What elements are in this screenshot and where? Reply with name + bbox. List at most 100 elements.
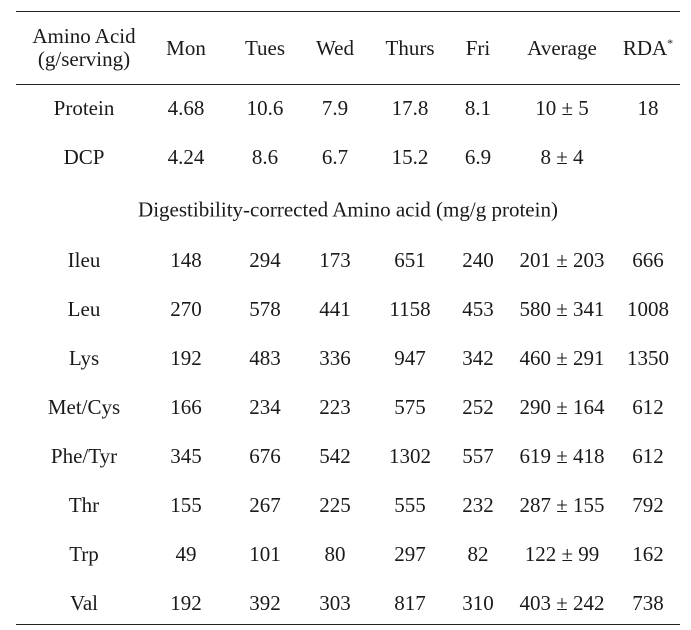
row-label: Leu [67,297,101,321]
cell-mon: 345 [170,444,202,468]
row-label: Thr [68,493,100,517]
cell-tues: 234 [249,395,281,419]
amino-acid-table: Amino Acid (g/serving) Digestibility-cor… [16,0,680,630]
header-wed: Wed [316,36,354,60]
cell-rda: 162 [632,542,664,566]
cell-tues: 483 [249,346,281,370]
cell-wed: 223 [319,395,351,419]
cell-fri: 342 [462,346,494,370]
cell-tues: 267 [249,493,281,517]
cell-rda: 18 [637,96,659,120]
cell-average: 403 ± 242 [519,591,605,615]
cell-fri: 8.1 [464,96,492,120]
cell-thurs: 651 [394,248,426,272]
cell-wed: 6.7 [321,145,349,169]
header-mon: Mon [166,36,206,60]
cell-wed: 303 [319,591,351,615]
header-bottom-rule [16,84,680,85]
cell-mon: 270 [170,297,202,321]
cell-tues: 578 [249,297,281,321]
section-subheading: Digestibility-corrected Amino acid (mg/g… [138,197,558,222]
cell-average: 290 ± 164 [519,395,605,419]
cell-average: 8 ± 4 [540,145,584,169]
cell-wed: 80 [324,542,346,566]
header-tues: Tues [245,36,285,60]
cell-tues: 392 [249,591,281,615]
header-amino-acid: Amino Acid (g/serving) [32,25,135,71]
header-rda: RDA* [623,36,673,60]
header-fri-label: Fri [465,36,491,60]
header-thurs: Thurs [386,36,435,60]
cell-thurs: 15.2 [391,145,429,169]
cell-average: 10 ± 5 [535,96,589,120]
cell-fri: 82 [467,542,489,566]
cell-fri: 252 [462,395,494,419]
cell-wed: 7.9 [321,96,349,120]
cell-tues: 676 [249,444,281,468]
cell-wed: 441 [319,297,351,321]
cell-average: 122 ± 99 [524,542,600,566]
cell-wed: 173 [319,248,351,272]
cell-fri: 6.9 [464,145,492,169]
cell-wed: 225 [319,493,351,517]
cell-mon: 155 [170,493,202,517]
cell-rda: 792 [632,493,664,517]
header-fri: Fri [466,36,491,60]
rda-footnote-mark: * [667,36,674,50]
cell-average: 580 ± 341 [519,297,605,321]
header-mon-label: Mon [166,36,206,60]
header-average-label: Average [527,36,597,60]
cell-thurs: 17.8 [391,96,429,120]
cell-mon: 148 [170,248,202,272]
row-label: Lys [68,346,100,370]
cell-mon: 4.68 [167,96,205,120]
cell-thurs: 817 [394,591,426,615]
cell-average: 287 ± 155 [519,493,605,517]
cell-thurs: 1302 [389,444,431,468]
row-label: Trp [69,542,99,566]
header-amino-acid-line2: (g/serving) [37,47,131,71]
cell-thurs: 947 [394,346,426,370]
cell-average: 460 ± 291 [519,346,605,370]
cell-fri: 240 [462,248,494,272]
header-thurs-label: Thurs [385,36,435,60]
cell-mon: 4.24 [167,145,205,169]
cell-thurs: 297 [394,542,426,566]
cell-tues: 8.6 [251,145,279,169]
row-label: Val [70,591,98,615]
header-rda-label: RDA [622,36,668,60]
cell-wed: 336 [319,346,351,370]
cell-rda: 738 [632,591,664,615]
cell-average: 619 ± 418 [519,444,605,468]
cell-fri: 453 [462,297,494,321]
row-label: Met/Cys [47,395,121,419]
cell-fri: 232 [462,493,494,517]
cell-thurs: 555 [394,493,426,517]
row-label: Protein [53,96,115,120]
header-average: Average [527,36,597,60]
cell-tues: 10.6 [246,96,284,120]
header-tues-label: Tues [244,36,286,60]
cell-rda: 612 [632,395,664,419]
table-bottom-rule [16,624,680,625]
header-amino-acid-line1: Amino Acid [32,24,136,48]
row-label: Ileu [67,248,101,272]
cell-rda: 1008 [627,297,669,321]
cell-fri: 310 [462,591,494,615]
cell-mon: 166 [170,395,202,419]
row-label: DCP [63,145,105,169]
cell-rda: 1350 [627,346,669,370]
cell-wed: 542 [319,444,351,468]
cell-mon: 49 [175,542,197,566]
cell-mon: 192 [170,346,202,370]
header-wed-label: Wed [316,36,354,60]
cell-tues: 294 [249,248,281,272]
cell-fri: 557 [462,444,494,468]
row-label: Phe/Tyr [50,444,118,468]
table-top-rule [16,11,680,12]
cell-thurs: 575 [394,395,426,419]
cell-tues: 101 [249,542,281,566]
cell-mon: 192 [170,591,202,615]
cell-average: 201 ± 203 [519,248,605,272]
cell-thurs: 1158 [389,297,431,321]
